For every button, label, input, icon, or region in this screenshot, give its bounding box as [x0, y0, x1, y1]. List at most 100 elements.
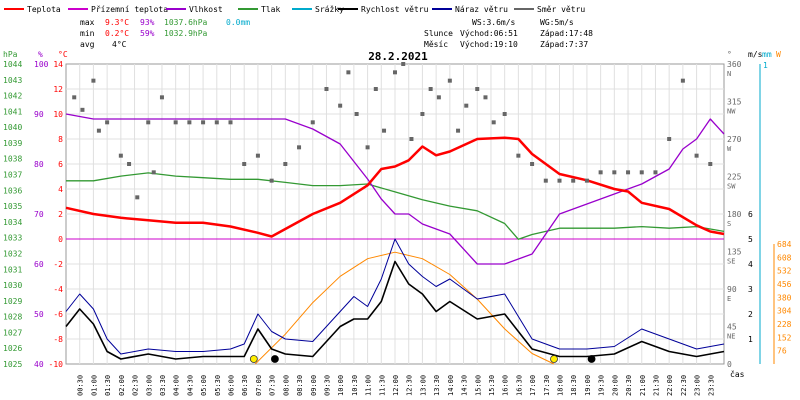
wind-dir-point [187, 120, 192, 125]
moon-set: Západ:7:37 [540, 40, 588, 49]
wind-dir-point [173, 120, 178, 125]
dir-name: NW [727, 108, 736, 116]
wind-dir-point [91, 78, 96, 83]
dir-name: N [727, 70, 731, 78]
wind-dir-point [146, 120, 151, 125]
wind-dir-point [598, 170, 603, 175]
legend: Teplota Přízemní teplota Vlhkost Tlak Srážky… [4, 5, 585, 14]
moonrise-marker [587, 355, 596, 363]
wind-dir-point [420, 112, 425, 116]
legend-label: Přízemní teplota [91, 5, 168, 14]
temp-tick: -4 [53, 285, 63, 294]
wind-dir-point [228, 120, 233, 125]
dir-name: SE [727, 258, 735, 266]
wind-dir-point [516, 153, 521, 158]
stats-value: 59% [140, 29, 155, 38]
wind-wg: WG:5m/s [540, 18, 574, 27]
temp-tick: 12 [53, 85, 63, 94]
x-tick: 19:00 [584, 375, 592, 396]
x-tick: 20:00 [611, 375, 619, 396]
wind-dir-point [242, 162, 247, 166]
x-tick: 02:30 [132, 375, 140, 396]
ms-axis-label: m/s [748, 50, 763, 59]
x-tick: 12:00 [392, 375, 400, 396]
ms-tick: 3 [748, 285, 753, 294]
hpa-tick: 1026 [3, 344, 22, 353]
wind-dir-point [612, 170, 617, 175]
x-tick: 19:30 [598, 375, 606, 396]
series-solar [254, 251, 555, 365]
ms-tick: 5 [748, 235, 753, 244]
x-tick: 05:00 [200, 375, 208, 396]
x-tick: 17:30 [543, 375, 551, 396]
hum-tick: 70 [34, 210, 44, 219]
wind-dir-point [324, 87, 329, 91]
dir-tick: 315 [727, 98, 742, 107]
wind-dir-point [72, 95, 77, 100]
dir-tick: 0 [727, 360, 732, 369]
stats-value: 1032.9hPa [164, 29, 208, 38]
hpa-tick: 1041 [3, 107, 22, 116]
wind-dir-point [708, 162, 713, 166]
sunset-marker [550, 355, 558, 363]
wind-dir-point [365, 145, 370, 150]
legend-label: Teplota [27, 5, 61, 14]
w-axis-label: W [776, 50, 781, 59]
temp-tick: 14 [53, 60, 63, 69]
wind-dir-point [557, 178, 562, 183]
wind-dir-point [346, 70, 351, 75]
wind-dir-point [310, 120, 315, 125]
temp-axis-label: °C [58, 50, 68, 59]
moonset-marker [271, 355, 279, 363]
wind-dir-point [354, 112, 359, 116]
wind-dir-point [393, 70, 397, 75]
ms-tick: 1 [748, 335, 753, 344]
temp-tick: 0 [58, 235, 63, 244]
x-tick: 03:30 [159, 375, 167, 396]
hpa-tick: 1025 [3, 360, 22, 369]
wind-dir-point [283, 162, 288, 166]
stats-label: min [80, 29, 95, 38]
w-tick: 228 [777, 320, 792, 329]
x-tick: 04:00 [173, 375, 181, 396]
stats-value: 0.2°C [105, 29, 129, 38]
x-tick: 23:30 [707, 375, 715, 396]
wind-dir-point [653, 170, 658, 175]
stats-value: 1037.6hPa [164, 18, 208, 27]
wind-dir-point [201, 120, 206, 125]
ms-tick: 2 [748, 310, 753, 319]
x-tick: 17:00 [529, 375, 537, 396]
stats-value: 0.0mm [226, 18, 250, 27]
x-tick: 15:30 [488, 375, 496, 396]
legend-label: Směr větru [537, 5, 585, 14]
legend-label: Vlhkost [189, 5, 223, 14]
chart-title: 28.2.2021 [368, 50, 428, 63]
hum-tick: 60 [34, 260, 44, 269]
series-wind-speed [65, 260, 725, 360]
temp-tick: 10 [53, 110, 63, 119]
x-tick: 11:30 [378, 375, 386, 396]
wind-dir-point [127, 162, 132, 166]
stats-value: 93% [140, 18, 155, 27]
moon-label: Měsíc [424, 40, 448, 49]
temp-tick: -10 [49, 360, 64, 369]
wind-dir-point [464, 103, 469, 108]
stats-label: max [80, 18, 95, 27]
w-tick: 304 [777, 307, 792, 316]
x-tick: 23:00 [694, 375, 702, 396]
hum-tick: 100 [34, 60, 49, 69]
x-tick: 03:00 [145, 375, 153, 396]
wind-dir-point [255, 153, 260, 158]
w-tick: 380 [777, 293, 792, 302]
axes: hPa% °C1044104310421041104010391038103710… [3, 50, 792, 396]
dir-axis-label: ° [727, 50, 732, 59]
x-tick: 08:00 [282, 375, 290, 396]
x-tick: 18:00 [557, 375, 565, 396]
dir-tick: 135 [727, 248, 742, 257]
hum-tick: 40 [34, 360, 44, 369]
x-tick: 16:30 [515, 375, 523, 396]
legend-label: Srážky [315, 5, 344, 14]
mm-axis-label: mm [762, 50, 772, 59]
wind-dir-point [436, 95, 441, 100]
